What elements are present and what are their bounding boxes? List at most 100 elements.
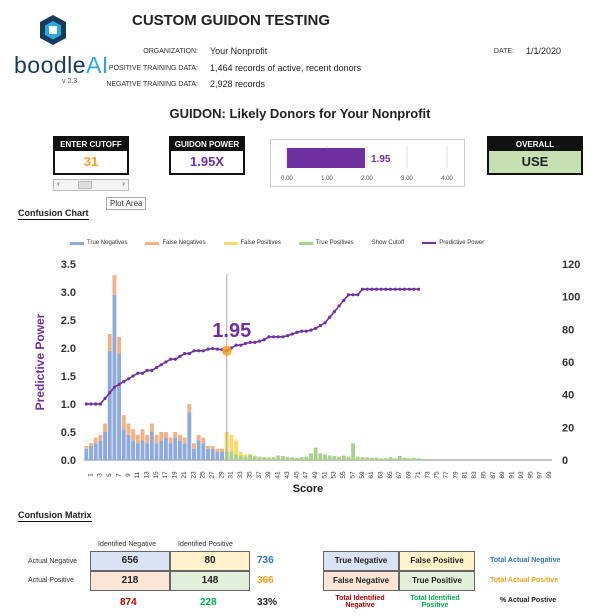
- y-tick-label: 2.0: [61, 343, 76, 355]
- predictive-power-point: [314, 326, 318, 330]
- false-negative-bar: [135, 434, 140, 444]
- predictive-power-point: [398, 287, 402, 291]
- predictive-power-point: [168, 357, 173, 361]
- x-tick-label: 37: [256, 471, 263, 479]
- true-positive-bar: [397, 456, 402, 460]
- predictive-power-point: [332, 310, 336, 314]
- predictive-power-point: [103, 396, 107, 400]
- true-positive-bar: [337, 456, 341, 460]
- false-positive-bar: [234, 440, 239, 460]
- false-negative-bar: [145, 434, 150, 444]
- predictive-power-point: [384, 287, 388, 291]
- key-total-actual-positive: Total Actual Positive: [490, 577, 559, 584]
- cell-true-negative: 656: [90, 551, 170, 571]
- x-tick-label: 49: [312, 471, 319, 479]
- x-tick-label: 25: [200, 471, 207, 479]
- x-tick-label: 73: [424, 471, 431, 479]
- confusion-chart-svg[interactable]: 0.0 0.5 1.0 1.5 2.0 2.5 3.0 3.5 0 20 40 60 80 100 120 1…: [0, 250, 600, 500]
- true-negative-bar: [126, 434, 131, 460]
- y-axis-title: Predictive Power: [33, 313, 47, 410]
- false-negative-bar: [159, 432, 164, 441]
- key-pct-actual-positive: % Actual Postive: [500, 597, 557, 604]
- x-tick-label: 71: [415, 471, 422, 479]
- power-annotation: 1.95: [212, 320, 251, 342]
- y-tick-label: 2.5: [61, 315, 76, 327]
- x-tick-label: 53: [331, 471, 338, 479]
- true-positive-bar: [365, 457, 370, 460]
- predictive-power-point: [417, 287, 421, 291]
- x-tick-label: 91: [509, 471, 516, 479]
- predictive-power-point: [173, 357, 177, 361]
- mini-power-label: 1.95: [371, 154, 391, 165]
- cutoff-slider[interactable]: ‹ ›: [53, 179, 129, 191]
- predictive-power-point: [379, 287, 383, 291]
- legend-false-negatives: False Negatives: [145, 240, 206, 246]
- x-tick-label: 77: [443, 471, 450, 479]
- pct-actual-positive: 33%: [257, 597, 278, 608]
- legend-true-positives: True Positives: [298, 240, 354, 246]
- false-negative-bar: [126, 423, 131, 435]
- x-tick-label: 11: [134, 471, 141, 478]
- col1-total: 874: [120, 597, 137, 608]
- legend-predictive-power: Predictive Power: [422, 240, 484, 246]
- false-negative-bar: [140, 429, 145, 441]
- y2-tick-label: 40: [562, 390, 574, 402]
- power-mini-bar-svg: 0.00 1.00 2.00 3.00 4.00 1.95: [281, 146, 453, 182]
- true-negative-bar: [178, 440, 182, 460]
- predictive-power-point: [112, 385, 117, 389]
- predictive-power-point: [183, 352, 187, 356]
- version-label: v 2.3: [62, 78, 78, 85]
- x-tick-label: 33: [237, 471, 244, 479]
- negative-data-value: 2,928 records: [210, 79, 266, 89]
- true-negative-bar: [192, 448, 196, 460]
- false-negative-bar: [182, 437, 187, 444]
- x-tick-label: 3: [97, 473, 104, 477]
- true-positive-bar: [332, 456, 337, 460]
- true-negative-bar: [107, 350, 112, 460]
- slider-right-arrow-icon[interactable]: ›: [122, 179, 125, 188]
- true-positive-bar: [341, 455, 346, 460]
- x-tick-label: 9: [125, 473, 132, 477]
- predictive-power-point: [267, 335, 271, 339]
- slider-thumb[interactable]: [78, 181, 92, 189]
- predictive-power-point: [351, 293, 355, 297]
- predictive-power-point: [412, 287, 416, 291]
- predictive-power-point: [388, 287, 393, 291]
- true-positive-bar: [290, 457, 295, 460]
- guidon-subtitle: GUIDON: Likely Donors for Your Nonprofit: [169, 106, 431, 121]
- predictive-power-point: [122, 380, 126, 384]
- predictive-power-point: [136, 371, 140, 375]
- x-tick-label: 29: [218, 471, 225, 479]
- col-identified-negative: Identified Negative: [98, 541, 156, 548]
- cell-false-positive: 80: [170, 551, 250, 571]
- legend-true-negatives: True Negatives: [70, 240, 127, 246]
- false-negative-bar: [103, 423, 107, 432]
- predictive-power-point: [154, 366, 159, 370]
- col-identified-positive: Identified Positive: [178, 541, 233, 548]
- true-positive-bar: [280, 456, 285, 460]
- predictive-power-point: [94, 402, 98, 406]
- predictive-power-point: [234, 343, 238, 347]
- predictive-power-point: [365, 287, 369, 291]
- x-tick-label: 55: [340, 471, 347, 479]
- x-tick-label: 13: [144, 471, 151, 479]
- x-tick-label: 65: [387, 471, 394, 479]
- cutoff-value[interactable]: 31: [83, 154, 99, 169]
- predictive-power-point: [271, 335, 276, 339]
- true-positive-bar: [271, 457, 276, 460]
- true-positive-bar: [248, 454, 253, 460]
- power-box: GUIDON POWER 1.95X: [169, 136, 245, 175]
- y-tick-label: 0.0: [61, 455, 76, 467]
- x-tick-label: 17: [162, 471, 169, 479]
- true-negative-bar: [117, 353, 122, 460]
- x-tick-label: 89: [499, 471, 506, 479]
- mini-tick-label: 0.00: [281, 176, 293, 182]
- x-tick-label: 97: [537, 471, 544, 479]
- mini-tick-label: 1.00: [321, 176, 333, 182]
- true-negative-bar: [173, 437, 178, 460]
- predictive-power-point: [346, 293, 351, 297]
- slider-left-arrow-icon[interactable]: ‹: [57, 179, 60, 188]
- x-tick-label: 69: [406, 471, 413, 479]
- predictive-power-point: [309, 328, 313, 332]
- false-negative-bar: [220, 448, 224, 452]
